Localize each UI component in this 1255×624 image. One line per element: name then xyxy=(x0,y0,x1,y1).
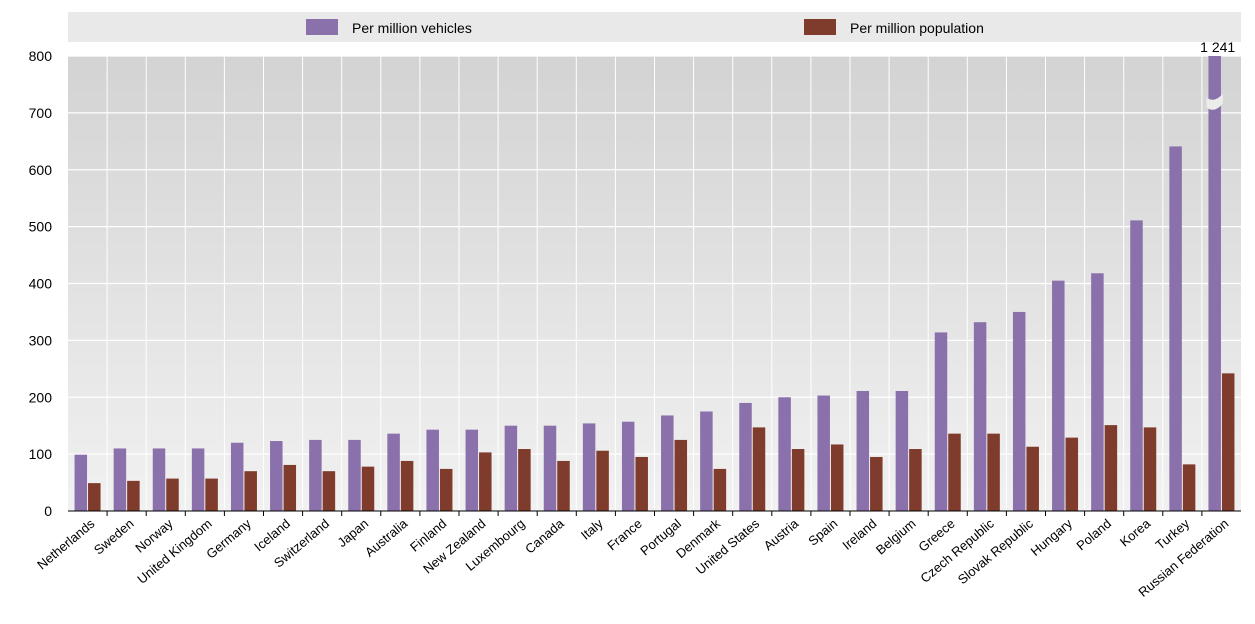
bar-per-million-population-italy xyxy=(596,450,609,511)
x-tick-label-hungary: Hungary xyxy=(1028,515,1076,558)
bar-per-million-population-netherlands xyxy=(88,483,101,511)
bar-per-million-population-ireland xyxy=(870,456,883,511)
bar-per-million-population-turkey xyxy=(1182,464,1196,511)
bar-per-million-population-canada xyxy=(557,460,570,511)
bar-per-million-vehicles-switzerland xyxy=(309,439,322,511)
x-tick-label-sweden: Sweden xyxy=(91,516,137,558)
y-axis: 0 100 200 300 400 500 600 700 800 xyxy=(29,48,53,519)
bar-per-million-population-poland xyxy=(1104,425,1118,511)
bar-per-million-vehicles-australia xyxy=(387,433,400,511)
x-tick-label-canada: Canada xyxy=(522,515,567,556)
bar-per-million-vehicles-spain xyxy=(817,395,830,511)
y-tick-label: 300 xyxy=(29,332,53,348)
bar-per-million-population-hungary xyxy=(1065,437,1079,511)
bar-per-million-population-norway xyxy=(166,478,179,511)
bar-per-million-vehicles-portugal xyxy=(661,415,674,511)
legend-label-per-million-vehicles: Per million vehicles xyxy=(352,20,472,36)
bar-per-million-vehicles-russian-federation xyxy=(1208,56,1221,511)
bar-per-million-vehicles-netherlands xyxy=(74,454,88,511)
y-tick-label: 0 xyxy=(44,503,52,519)
bar-per-million-vehicles-hungary xyxy=(1052,280,1065,511)
bar-per-million-population-greece xyxy=(948,433,961,511)
bar-per-million-vehicles-luxembourg xyxy=(504,425,518,511)
bar-per-million-population-korea xyxy=(1143,427,1157,511)
bar-per-million-population-iceland xyxy=(283,464,297,511)
bar-per-million-vehicles-norway xyxy=(152,448,166,511)
y-tick-label: 700 xyxy=(29,105,53,121)
y-tick-label: 200 xyxy=(29,389,53,405)
legend: Per million vehicles Per million populati… xyxy=(306,19,984,36)
legend-band xyxy=(68,12,1241,42)
legend-swatch-per-million-vehicles xyxy=(306,19,338,35)
bar-per-million-vehicles-belgium xyxy=(895,390,909,511)
bar-per-million-population-czech-republic xyxy=(987,433,1000,511)
legend-swatch-per-million-population xyxy=(804,19,836,35)
bar-per-million-vehicles-iceland xyxy=(270,441,283,511)
bar-per-million-population-united-states xyxy=(752,427,766,511)
bar-per-million-vehicles-new-zealand xyxy=(465,429,479,511)
bar-per-million-vehicles-denmark xyxy=(700,411,713,511)
x-tick-label-belgium: Belgium xyxy=(873,516,919,558)
bar-per-million-population-denmark xyxy=(713,468,727,511)
x-tick-label-italy: Italy xyxy=(578,515,606,542)
bar-per-million-vehicles-italy xyxy=(582,423,596,511)
data-label-russian-federation: 1 241 xyxy=(1200,39,1235,55)
bar-per-million-vehicles-japan xyxy=(348,439,361,511)
bar-per-million-population-united-kingdom xyxy=(205,478,218,511)
bar-per-million-population-belgium xyxy=(909,449,922,511)
bar-per-million-population-japan xyxy=(361,466,375,511)
y-tick-label: 400 xyxy=(29,276,53,292)
x-tick-label-netherlands: Netherlands xyxy=(34,515,98,572)
x-tick-label-germany: Germany xyxy=(203,515,254,561)
bars: 1 241 xyxy=(74,39,1235,511)
bar-per-million-population-sweden xyxy=(127,480,140,511)
x-tick-label-poland: Poland xyxy=(1073,516,1114,554)
bar-per-million-population-australia xyxy=(400,460,414,511)
bar-per-million-population-germany xyxy=(244,471,257,511)
y-tick-label: 800 xyxy=(29,48,53,64)
gridlines xyxy=(68,55,1241,511)
bar-per-million-population-finland xyxy=(439,468,453,511)
bar-per-million-vehicles-united-kingdom xyxy=(191,448,205,511)
bar-per-million-vehicles-austria xyxy=(778,397,791,511)
bar-per-million-population-luxembourg xyxy=(518,449,531,511)
bar-per-million-vehicles-sweden xyxy=(113,448,127,511)
bar-per-million-vehicles-czech-republic xyxy=(973,322,987,511)
bar-per-million-vehicles-greece xyxy=(934,332,948,511)
bar-per-million-vehicles-turkey xyxy=(1169,146,1182,511)
bar-per-million-vehicles-ireland xyxy=(856,390,870,511)
legend-label-per-million-population: Per million population xyxy=(850,20,984,36)
bar-per-million-population-france xyxy=(635,456,648,511)
x-tick-label-korea: Korea xyxy=(1117,515,1154,549)
bar-per-million-vehicles-united-states xyxy=(739,402,752,511)
y-tick-label: 500 xyxy=(29,219,53,235)
bar-per-million-population-slovak-republic xyxy=(1026,446,1039,511)
x-tick-label-austria: Austria xyxy=(761,515,802,553)
bar-per-million-population-new-zealand xyxy=(479,452,492,511)
bar-per-million-vehicles-germany xyxy=(230,442,244,511)
bar-per-million-vehicles-poland xyxy=(1091,273,1104,511)
x-tick-label-australia: Australia xyxy=(362,515,411,559)
bar-per-million-vehicles-korea xyxy=(1130,220,1143,511)
y-tick-label: 100 xyxy=(29,446,53,462)
bar-per-million-population-austria xyxy=(791,449,805,511)
bar-per-million-population-switzerland xyxy=(322,471,336,511)
bar-per-million-vehicles-france xyxy=(621,421,635,511)
bar-per-million-population-spain xyxy=(830,444,844,511)
bar-per-million-vehicles-finland xyxy=(426,429,439,511)
bar-per-million-population-portugal xyxy=(674,439,688,511)
bar-per-million-population-russian-federation xyxy=(1221,373,1235,511)
y-tick-label: 600 xyxy=(29,162,53,178)
x-tick-label-spain: Spain xyxy=(805,516,840,549)
bar-per-million-vehicles-canada xyxy=(543,425,557,511)
axis-break-gap xyxy=(1206,93,1223,110)
bar-per-million-vehicles-slovak-republic xyxy=(1012,311,1026,511)
